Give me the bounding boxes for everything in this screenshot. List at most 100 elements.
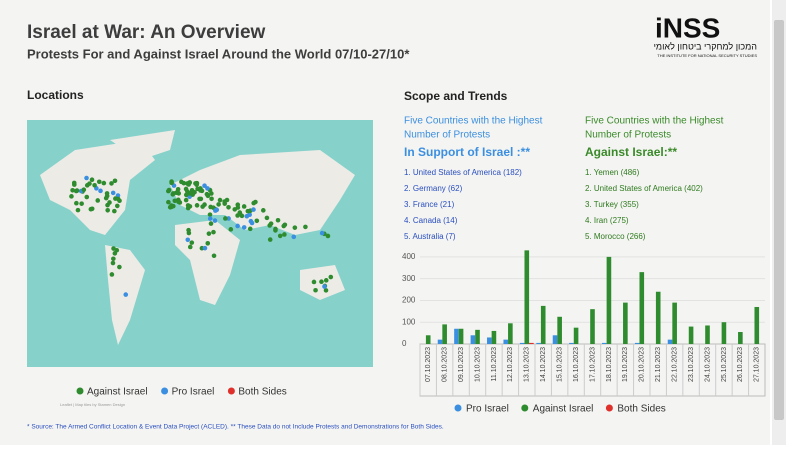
protest-dot: [311, 279, 317, 285]
bar: [569, 342, 574, 344]
bar: [738, 332, 743, 344]
list-item: 2. United States of America (402): [585, 184, 703, 193]
protest-dot: [112, 178, 118, 184]
bar: [655, 291, 661, 344]
list-item: 3. Turkey (355): [585, 200, 639, 209]
protest-dot: [205, 186, 210, 191]
protest-dot: [319, 279, 324, 285]
protest-dot: [253, 199, 258, 205]
bar-chart: 0 100 200 300 400 07.10.2023 08.10.2023 09.10.2…: [402, 250, 766, 415]
protest-dot: [189, 240, 195, 245]
bar: [475, 329, 480, 344]
locations-title: Locations: [27, 88, 84, 102]
protest-dot: [166, 188, 171, 194]
bar: [602, 342, 607, 344]
bar: [491, 330, 497, 344]
bar: [606, 256, 612, 344]
protest-dot: [328, 274, 334, 280]
bar: [487, 337, 492, 344]
protest-dot: [268, 221, 274, 226]
protest-dot: [187, 180, 192, 186]
bar: [754, 306, 760, 344]
protest-dot: [96, 179, 102, 185]
protest-dot: [175, 186, 181, 192]
protest-dot: [277, 233, 283, 239]
protest-dot: [205, 241, 211, 246]
list-item: 1. United States of America (182): [404, 168, 522, 177]
protest-dot: [205, 193, 211, 199]
protest-dot: [187, 244, 193, 250]
list-subheading: Against Israel:**: [585, 145, 677, 159]
protest-dot: [79, 201, 84, 206]
protest-dot: [69, 194, 74, 199]
protest-dot: [222, 201, 228, 206]
legend-label: Against Israel: [533, 404, 594, 415]
protest-dot: [282, 222, 288, 228]
bar: [437, 339, 443, 344]
bar: [529, 342, 534, 344]
protest-dot: [88, 206, 94, 212]
protest-dot: [282, 232, 287, 237]
protest-dot: [303, 224, 308, 230]
x-tick-label: 14.10.2023: [540, 347, 547, 382]
list-item: 5. Australia (7): [404, 232, 456, 241]
bar: [688, 326, 694, 344]
x-tick-label: 21.10.2023: [655, 347, 662, 382]
map-legend: Against Israel Pro Israel Both Sides: [76, 387, 287, 398]
map: [27, 120, 373, 367]
y-tick-label: 200: [402, 296, 416, 305]
protest-dot: [84, 194, 90, 200]
protest-dot: [217, 197, 223, 203]
legend-label: Both Sides: [238, 387, 286, 398]
scope-title: Scope and Trends: [404, 89, 508, 103]
list-item: 3. France (21): [404, 200, 455, 209]
protest-dot: [292, 225, 298, 230]
list-item: 2. Germany (62): [404, 184, 463, 193]
list-heading: Five Countries with the Highest: [404, 116, 543, 127]
logo-hebrew: המכון למחקרי ביטחון לאומי: [654, 41, 757, 51]
legend-swatch: [161, 387, 169, 395]
protest-dot: [273, 228, 278, 233]
bar: [573, 327, 579, 344]
x-tick-label: 18.10.2023: [606, 347, 613, 382]
protest-dot: [166, 199, 171, 205]
protest-dot: [275, 217, 281, 223]
list-item: 4. Iran (275): [585, 216, 629, 225]
protest-dot: [81, 187, 87, 192]
protest-dot: [202, 245, 208, 251]
legend-swatch: [605, 404, 613, 412]
protest-dot: [109, 272, 115, 277]
bar: [524, 250, 530, 344]
protest-dot: [291, 234, 297, 240]
protest-dot: [117, 264, 122, 270]
bar: [508, 323, 513, 344]
list-item: 4. Canada (14): [404, 216, 458, 225]
protest-dot: [235, 223, 240, 229]
protest-dot: [214, 207, 220, 213]
protest-dot: [194, 203, 200, 208]
x-tick-label: 23.10.2023: [688, 347, 695, 382]
protest-dot: [115, 193, 121, 198]
protest-dot: [84, 183, 90, 188]
protest-dot: [89, 177, 95, 183]
legend-swatch: [227, 387, 235, 395]
protest-dot: [84, 175, 89, 181]
protest-dot: [185, 237, 191, 243]
bar: [557, 316, 562, 344]
protest-dot: [325, 233, 331, 239]
protest-dot: [193, 181, 198, 186]
bar: [672, 302, 677, 344]
protest-dot: [223, 216, 228, 221]
y-tick-label: 400: [402, 252, 416, 261]
protest-dot: [112, 208, 117, 214]
protest-dot: [202, 183, 207, 189]
country-lists: Five Countries with the Highest Number of…: [404, 116, 724, 241]
protest-dots: [69, 175, 334, 297]
protest-dot: [249, 220, 255, 226]
protest-dot: [209, 196, 214, 202]
legend-label: Pro Israel: [172, 387, 215, 398]
y-tick-label: 300: [402, 274, 416, 283]
title: Israel at War: An Overview: [27, 22, 266, 43]
protest-dot: [226, 216, 231, 221]
